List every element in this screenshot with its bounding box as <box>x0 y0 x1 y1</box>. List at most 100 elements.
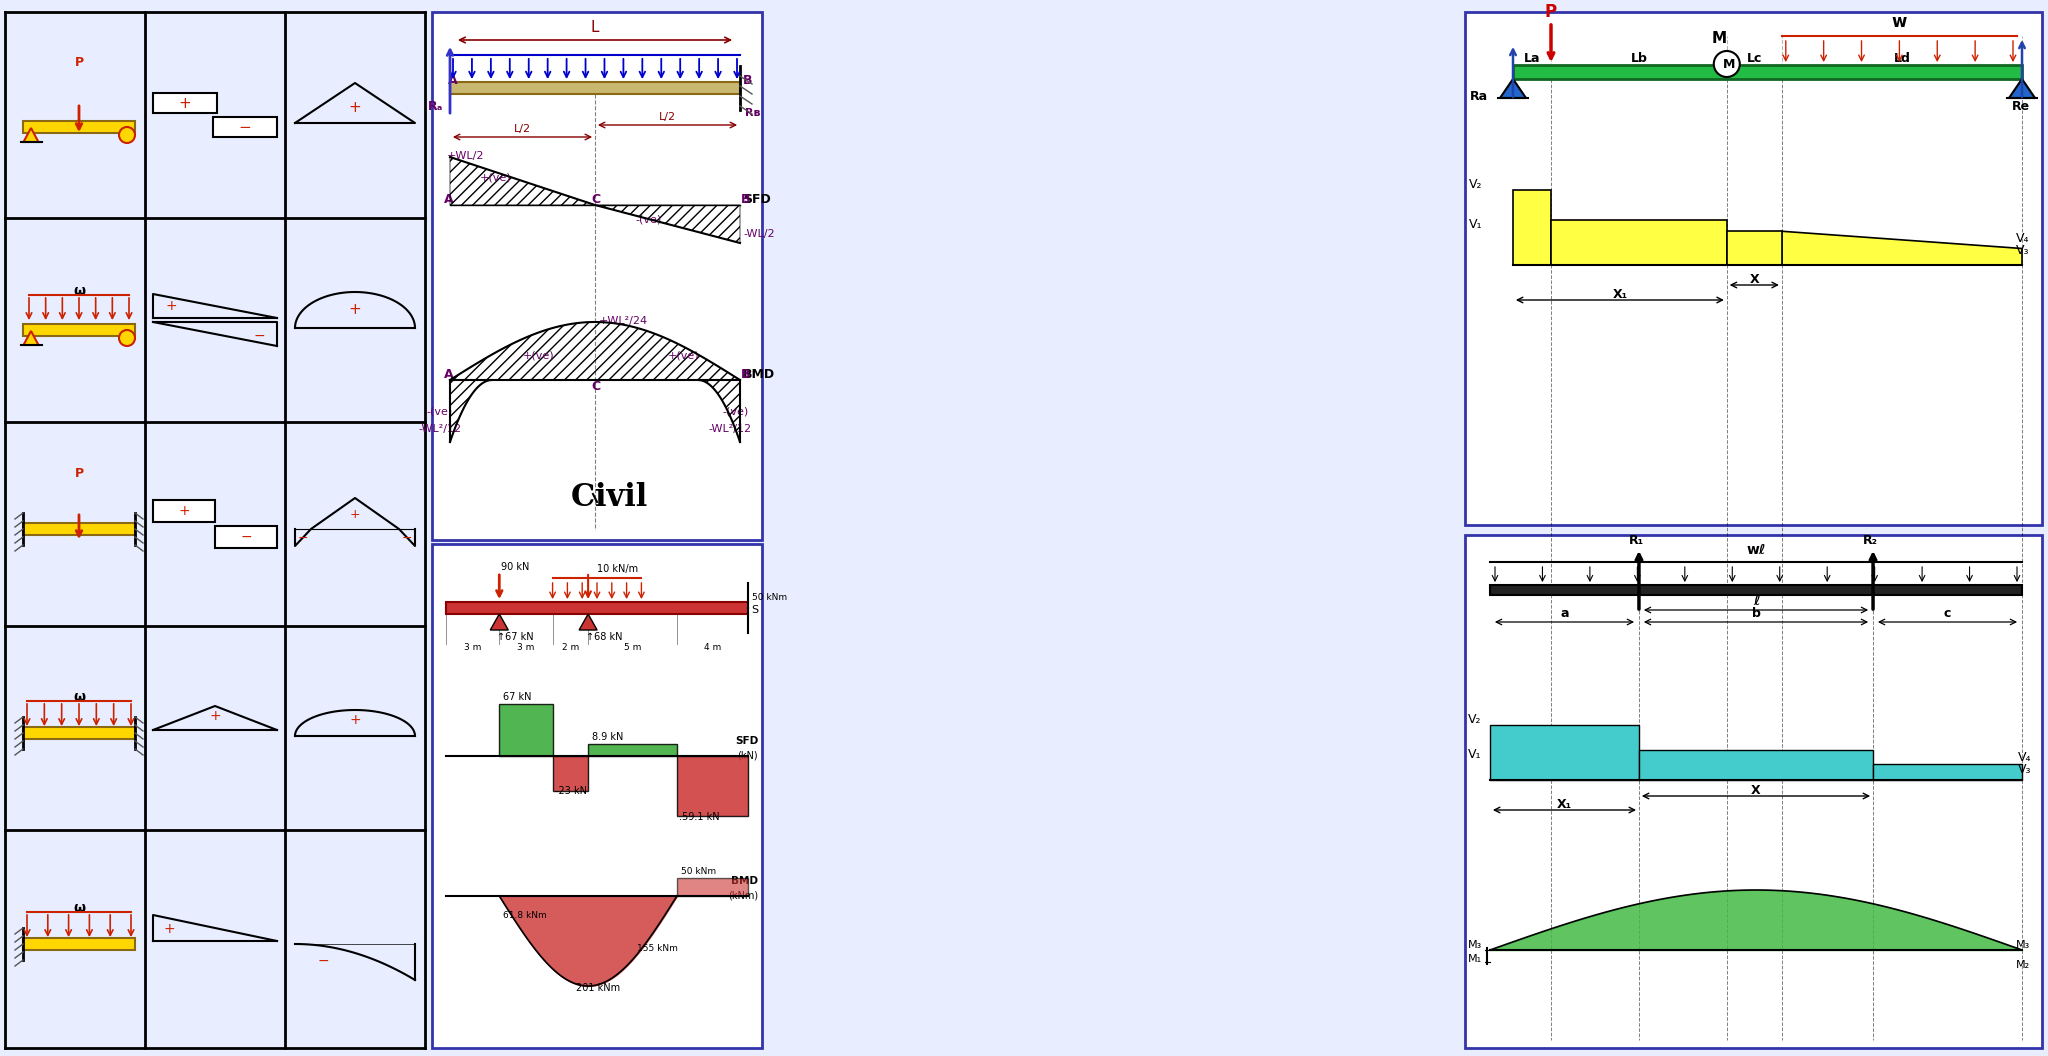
Text: -23 kN: -23 kN <box>555 786 586 796</box>
Text: 50 kNm: 50 kNm <box>752 593 786 602</box>
Text: Lc: Lc <box>1747 52 1761 64</box>
Text: +: + <box>348 99 360 114</box>
Bar <box>1464 535 2042 1048</box>
Text: 61.8 kNm: 61.8 kNm <box>504 911 547 920</box>
Text: +WL²/24: +WL²/24 <box>598 316 647 326</box>
Text: BMD: BMD <box>743 367 774 381</box>
Text: ↑67 kN: ↑67 kN <box>498 631 535 642</box>
Text: +: + <box>350 508 360 521</box>
Text: P: P <box>1544 3 1556 21</box>
Bar <box>23 938 135 950</box>
Text: M₁: M₁ <box>1468 954 1483 964</box>
Text: Rₐ: Rₐ <box>428 100 442 113</box>
Text: B: B <box>741 367 750 381</box>
Text: 3 m: 3 m <box>465 643 481 652</box>
Bar <box>446 602 748 614</box>
Text: 10 kN/m: 10 kN/m <box>598 564 639 574</box>
Text: 201 kNm: 201 kNm <box>575 983 621 993</box>
Text: wℓ: wℓ <box>1747 543 1765 557</box>
Text: -WL/2: -WL/2 <box>743 229 774 239</box>
Circle shape <box>119 329 135 346</box>
Text: BMD: BMD <box>731 876 758 886</box>
Text: X₁: X₁ <box>1556 798 1573 811</box>
Text: 8.9 kN: 8.9 kN <box>592 732 623 742</box>
Text: P: P <box>74 467 84 480</box>
Text: M₃: M₃ <box>1468 940 1483 950</box>
Bar <box>451 82 739 94</box>
Text: -(ve): -(ve) <box>723 407 748 417</box>
Text: +(ve): +(ve) <box>522 350 555 360</box>
Bar <box>1491 725 1638 780</box>
Text: 50 kNm: 50 kNm <box>680 867 717 876</box>
Bar <box>1513 65 2021 79</box>
Text: −: − <box>317 954 330 968</box>
Bar <box>1638 750 1874 780</box>
Text: M: M <box>1712 31 1726 46</box>
Bar <box>1513 190 1550 265</box>
Polygon shape <box>580 614 598 630</box>
Text: B: B <box>741 193 750 206</box>
Bar <box>1550 220 1726 265</box>
Bar <box>1464 12 2042 525</box>
Bar <box>553 756 588 791</box>
Text: A: A <box>444 367 453 381</box>
Text: w: w <box>1892 13 1907 31</box>
Text: ivil: ivil <box>596 483 647 513</box>
Text: ℓ: ℓ <box>1753 593 1759 608</box>
Text: 4 m: 4 m <box>705 643 721 652</box>
Text: P: P <box>74 56 84 69</box>
Text: -(ve): -(ve) <box>635 215 662 225</box>
Text: L: L <box>590 20 600 35</box>
Text: b: b <box>1751 607 1761 620</box>
Text: +: + <box>350 713 360 727</box>
Polygon shape <box>23 331 39 345</box>
Polygon shape <box>489 614 508 630</box>
Bar <box>432 12 762 540</box>
Text: V₂: V₂ <box>1468 713 1481 727</box>
Text: −: − <box>238 119 252 134</box>
Text: X₁: X₁ <box>1612 288 1628 301</box>
Bar <box>678 878 748 895</box>
Text: +: + <box>178 504 190 518</box>
Text: M₃: M₃ <box>2015 940 2030 950</box>
Text: 5 m: 5 m <box>625 643 641 652</box>
Text: (kN): (kN) <box>737 750 758 760</box>
Text: −: − <box>297 531 309 545</box>
Text: SFD: SFD <box>743 193 770 206</box>
Text: 90 kN: 90 kN <box>502 562 530 572</box>
Text: −: − <box>240 530 252 544</box>
Text: V₁: V₁ <box>1468 218 1483 230</box>
Polygon shape <box>1499 79 1526 98</box>
Bar <box>500 704 553 756</box>
Bar <box>23 121 135 133</box>
Text: 67 kN: 67 kN <box>504 692 532 702</box>
Bar <box>23 523 135 535</box>
Text: C: C <box>571 483 596 513</box>
Text: 3 m: 3 m <box>518 643 535 652</box>
Text: La: La <box>1524 52 1540 64</box>
Text: M₂: M₂ <box>2015 960 2030 970</box>
Text: ω: ω <box>74 901 86 914</box>
Circle shape <box>119 127 135 143</box>
Text: C: C <box>592 193 600 206</box>
Bar <box>23 324 135 336</box>
Text: V₄: V₄ <box>2017 751 2032 763</box>
Text: ω: ω <box>74 690 86 704</box>
Bar <box>432 544 762 1048</box>
Bar <box>1726 231 1782 265</box>
Bar <box>588 744 678 756</box>
Bar <box>154 93 217 113</box>
Bar <box>1491 585 2021 595</box>
Text: -(ve): -(ve) <box>426 407 453 417</box>
Text: ω: ω <box>74 284 86 298</box>
Bar <box>23 727 135 739</box>
Bar <box>1874 763 2021 780</box>
Text: B: B <box>743 74 752 87</box>
Bar <box>678 756 748 816</box>
Text: Re: Re <box>2011 100 2030 113</box>
Text: +: + <box>178 95 193 111</box>
Text: V₃: V₃ <box>2015 245 2030 258</box>
Text: L/2: L/2 <box>514 124 530 134</box>
Text: X: X <box>1751 784 1761 797</box>
Text: −: − <box>401 531 412 545</box>
